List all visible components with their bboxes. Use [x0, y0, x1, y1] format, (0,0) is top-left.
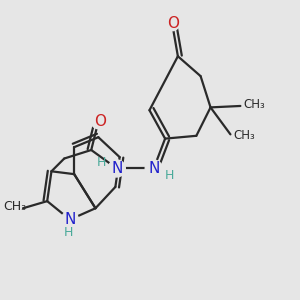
Circle shape: [145, 160, 162, 177]
Text: CH₃: CH₃: [3, 200, 26, 213]
Text: O: O: [168, 16, 180, 31]
Text: H: H: [64, 226, 73, 239]
Text: O: O: [94, 114, 106, 129]
Circle shape: [61, 211, 78, 228]
Circle shape: [91, 115, 105, 129]
Text: CH₃: CH₃: [233, 129, 255, 142]
Text: H: H: [97, 156, 106, 169]
Text: N: N: [64, 212, 76, 227]
Text: H: H: [165, 169, 174, 182]
Circle shape: [108, 160, 125, 177]
Text: N: N: [111, 161, 122, 176]
Circle shape: [165, 16, 179, 31]
Text: N: N: [148, 161, 159, 176]
Text: CH₃: CH₃: [243, 98, 265, 111]
